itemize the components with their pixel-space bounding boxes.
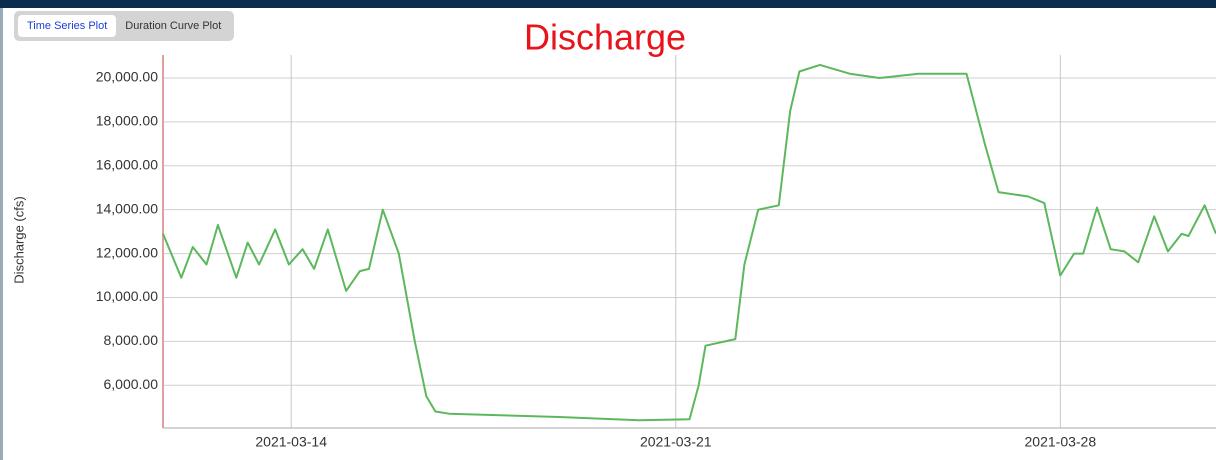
y-tick-label: 18,000.00 <box>96 113 158 129</box>
y-tick-label: 6,000.00 <box>104 376 159 392</box>
data-line <box>162 63 1216 422</box>
y-tick-label: 14,000.00 <box>96 200 158 216</box>
tab[interactable]: Duration Curve Plot <box>125 20 222 32</box>
y-tick-label: 8,000.00 <box>104 332 159 348</box>
y-tick-label: 12,000.00 <box>96 244 158 260</box>
chart-title: Discharge <box>524 17 686 58</box>
x-tick-label: 2021-03-21 <box>640 434 712 450</box>
x-tick-label: 2021-03-28 <box>1025 434 1097 450</box>
y-tick-label: 10,000.00 <box>96 288 158 304</box>
panel <box>0 8 1216 460</box>
tab[interactable]: Time Series Plot <box>18 15 117 37</box>
y-axis-label: Discharge (cfs) <box>11 196 26 283</box>
tab-bar: Time Series Plot Duration Curve Plot <box>14 11 235 41</box>
y-tick-label: 20,000.00 <box>96 69 158 85</box>
y-tick-label: 16,000.00 <box>96 157 158 173</box>
x-tick-label: 2021-03-14 <box>255 434 327 450</box>
